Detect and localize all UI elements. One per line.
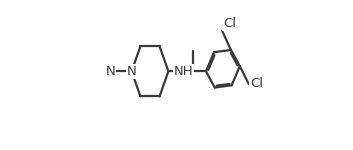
Text: N: N [127,65,137,78]
Text: NH: NH [173,65,193,78]
Text: N: N [106,65,115,78]
Text: Cl: Cl [250,77,263,90]
Text: Cl: Cl [223,17,236,30]
Text: N: N [127,65,137,78]
